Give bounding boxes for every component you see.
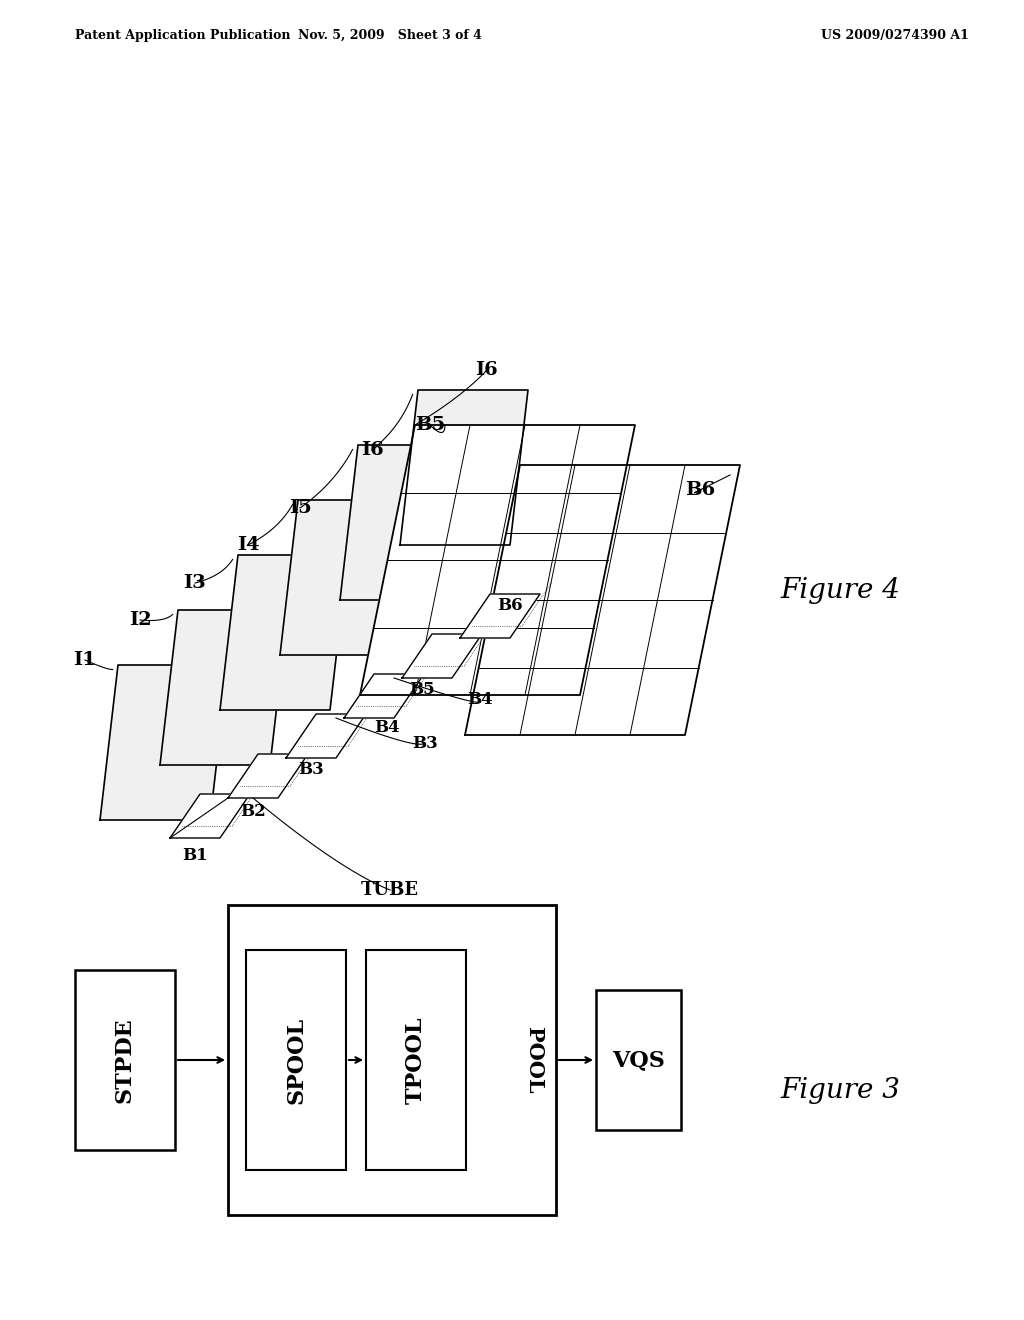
Text: Nov. 5, 2009   Sheet 3 of 4: Nov. 5, 2009 Sheet 3 of 4 <box>298 29 482 41</box>
Text: B6: B6 <box>685 480 715 499</box>
Text: I6: I6 <box>475 360 499 379</box>
Text: TPOOL: TPOOL <box>406 1016 427 1104</box>
Text: B2: B2 <box>240 804 266 821</box>
Text: B4: B4 <box>467 692 493 709</box>
Text: B4: B4 <box>374 719 399 737</box>
Text: I6: I6 <box>360 441 383 459</box>
Text: B3: B3 <box>412 734 438 751</box>
Text: SPOOL: SPOOL <box>285 1016 307 1104</box>
Text: Figure 4: Figure 4 <box>780 577 900 603</box>
Polygon shape <box>400 389 528 545</box>
Polygon shape <box>340 445 468 601</box>
Text: B3: B3 <box>298 762 324 779</box>
Text: I5: I5 <box>289 499 311 517</box>
Text: B5: B5 <box>415 416 445 434</box>
Polygon shape <box>160 610 288 766</box>
Polygon shape <box>100 665 228 820</box>
Bar <box>596 990 681 1130</box>
Polygon shape <box>220 554 348 710</box>
Text: VQS: VQS <box>612 1049 665 1071</box>
Text: US 2009/0274390 A1: US 2009/0274390 A1 <box>821 29 969 41</box>
Text: B1: B1 <box>182 846 208 863</box>
Text: I2: I2 <box>129 611 152 630</box>
Text: STPDE: STPDE <box>114 1018 136 1102</box>
Text: Patent Application Publication: Patent Application Publication <box>75 29 291 41</box>
Polygon shape <box>344 675 424 718</box>
Polygon shape <box>170 795 250 838</box>
Bar <box>228 906 556 1214</box>
Polygon shape <box>465 465 740 735</box>
Text: I3: I3 <box>183 574 207 591</box>
Bar <box>246 950 346 1170</box>
Text: TUBE: TUBE <box>361 880 419 899</box>
Bar <box>75 970 175 1150</box>
Text: I4: I4 <box>237 536 259 554</box>
Polygon shape <box>286 714 366 758</box>
Polygon shape <box>460 594 540 638</box>
Text: I1: I1 <box>74 651 96 669</box>
Text: Figure 3: Figure 3 <box>780 1077 900 1104</box>
Polygon shape <box>402 634 482 678</box>
Bar <box>366 950 466 1170</box>
Text: B5: B5 <box>410 681 435 698</box>
Polygon shape <box>280 500 408 655</box>
Text: B6: B6 <box>498 597 523 614</box>
Text: POOL: POOL <box>524 1027 544 1093</box>
Polygon shape <box>360 425 635 696</box>
Polygon shape <box>228 754 308 799</box>
